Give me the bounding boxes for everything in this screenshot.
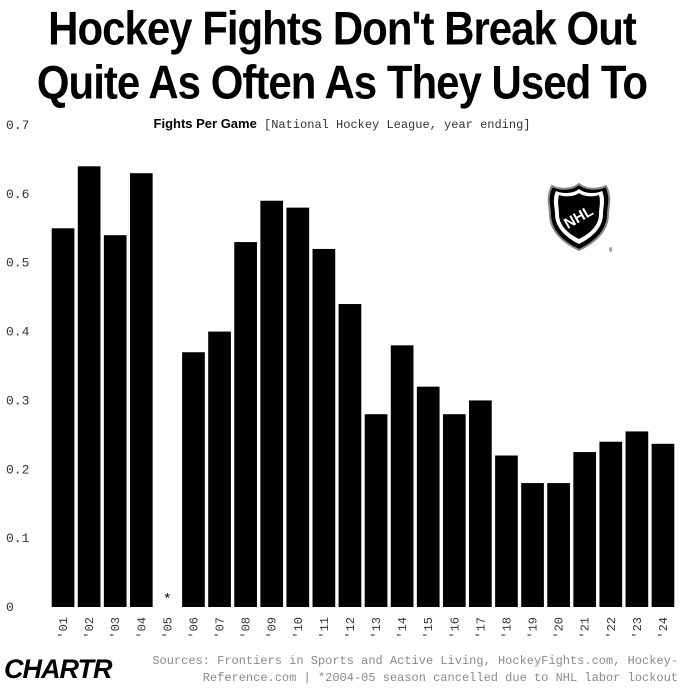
bar-15 — [416, 386, 440, 607]
brand-logo: CHARTR — [4, 654, 112, 684]
bar-21 — [573, 452, 597, 607]
source-line-1: Sources: Frontiers in Sports and Active … — [152, 654, 678, 668]
bar-01 — [51, 228, 75, 608]
x-tick-label: '08 — [240, 617, 254, 639]
x-tick-label: '03 — [109, 617, 123, 639]
y-tick-label: 0 — [6, 600, 14, 615]
bar-12 — [338, 304, 362, 607]
missing-season-marker: * — [163, 592, 171, 608]
source-line-2: Reference.com | *2004-05 season cancelle… — [202, 671, 678, 685]
x-tick-label: '24 — [657, 617, 671, 639]
x-tick-label: '10 — [292, 617, 306, 639]
bar-14 — [390, 345, 414, 607]
y-tick-label: 0.5 — [6, 256, 29, 271]
bar-17 — [469, 400, 492, 607]
x-tick-label: '05 — [161, 617, 175, 639]
bar-03 — [103, 235, 127, 608]
chart-title-line1: Hockey Fights Don't Break Out — [48, 2, 637, 55]
x-tick-label: '22 — [605, 617, 619, 639]
x-tick-label: '18 — [500, 617, 514, 639]
x-tick-label: '11 — [318, 617, 332, 639]
x-tick-label: '17 — [474, 617, 488, 639]
logo-registered-mark: ® — [609, 247, 612, 254]
bar-07 — [208, 331, 231, 607]
bar-24 — [651, 443, 675, 607]
x-tick-label: '04 — [135, 617, 149, 639]
x-tick-label: '12 — [344, 617, 358, 639]
x-tick-label: '07 — [214, 617, 228, 639]
x-tick-label: '23 — [631, 617, 645, 639]
x-tick-label: '09 — [266, 617, 280, 639]
y-tick-label: 0.7 — [6, 118, 29, 133]
x-tick-label: '14 — [396, 617, 410, 639]
bar-09 — [260, 200, 284, 608]
x-axis: '01 '02 '03 '04 '05 '06 '07 '08 '09 '10 '11 '12 '13 '… — [57, 617, 671, 639]
bar-04 — [129, 173, 153, 607]
bar-23 — [625, 431, 649, 607]
bars: * — [51, 166, 675, 608]
x-tick-label: '19 — [527, 617, 541, 639]
bar-11 — [312, 248, 336, 607]
bar-22 — [599, 441, 623, 607]
y-tick-label: 0.4 — [6, 325, 30, 340]
y-tick-label: 0.3 — [6, 393, 29, 408]
x-tick-label: '13 — [370, 617, 384, 639]
x-tick-label: '01 — [57, 617, 71, 639]
bar-20 — [547, 483, 570, 607]
subtitle-note: [National Hockey League, year ending] — [264, 118, 531, 132]
source-note: Sources: Frontiers in Sports and Active … — [138, 653, 678, 687]
x-tick-label: '20 — [553, 617, 567, 639]
x-tick-label: '02 — [83, 617, 97, 639]
x-tick-label: '06 — [187, 617, 201, 639]
x-tick-label: '21 — [579, 617, 593, 639]
x-tick-label: '16 — [448, 617, 462, 639]
chart-title-line2: Quite As Often As They Used To — [36, 56, 648, 109]
bar-13 — [364, 414, 388, 607]
chart-subtitle: Fights Per Game [National Hockey League,… — [0, 116, 684, 132]
y-tick-label: 0.6 — [6, 187, 29, 202]
bar-16 — [442, 414, 466, 607]
bar-10 — [286, 207, 310, 607]
subtitle-metric: Fights Per Game — [153, 116, 257, 131]
bar-19 — [521, 483, 544, 607]
bar-08 — [234, 242, 257, 607]
y-tick-label: 0.2 — [6, 462, 29, 477]
nhl-shield-icon: NHL ® — [547, 182, 612, 254]
y-axis: 0.7 0.6 0.5 0.4 0.3 0.2 0.1 0 — [6, 118, 30, 615]
y-tick-label: 0.1 — [6, 531, 30, 546]
bar-18 — [495, 455, 518, 607]
bar-06 — [182, 352, 205, 607]
x-tick-label: '15 — [422, 617, 436, 639]
bar-02 — [77, 166, 101, 607]
